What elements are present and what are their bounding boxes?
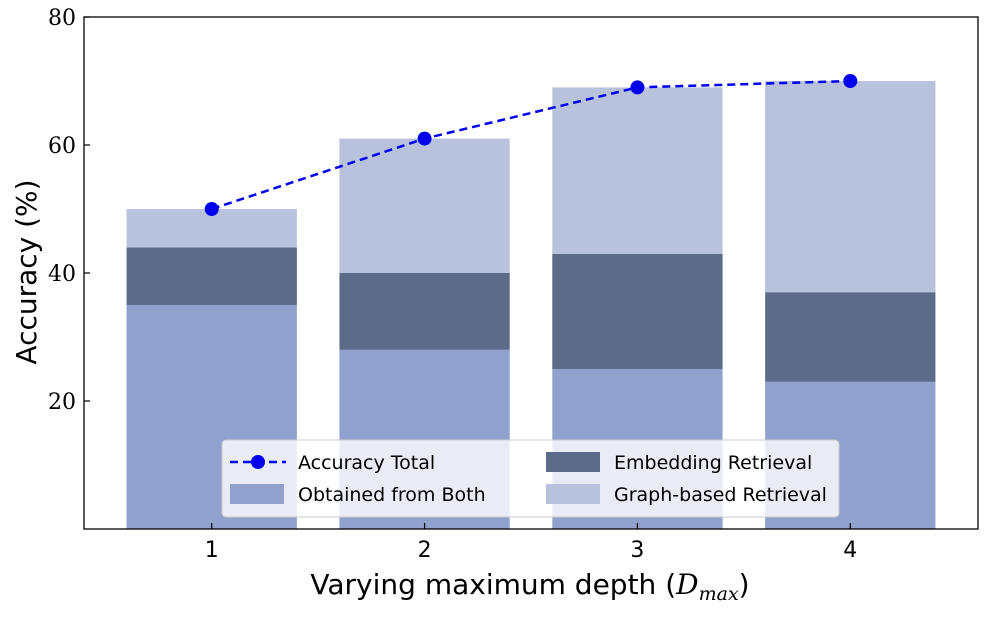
- x-axis-title-prefix: Varying maximum depth (: [310, 568, 676, 601]
- legend-label-accuracy-total: Accuracy Total: [298, 452, 435, 474]
- accuracy-total-line: [211, 79, 851, 211]
- legend-frame: [221, 439, 840, 518]
- bar-embedding-retrieval-2: [339, 273, 510, 350]
- bar-embedding-retrieval-4: [765, 292, 936, 382]
- legend-swatch-embedding: [546, 452, 600, 472]
- axes-group: 20 40 60 80 1 2 3 4: [48, 6, 979, 563]
- legend: Accuracy Total Embedding Retrieval Obtai…: [221, 439, 840, 518]
- x-tick-label-3: 3: [630, 538, 644, 563]
- x-axis-title: Varying maximum depth (Dmax): [310, 568, 749, 605]
- legend-label-graph-based-retrieval: Graph-based Retrieval: [614, 484, 827, 506]
- legend-swatch-both: [230, 484, 284, 504]
- x-tick-label-1: 1: [205, 538, 219, 563]
- accuracy-point-2: [417, 131, 432, 146]
- y-tick-label-80: 80: [48, 6, 76, 31]
- legend-marker-swatch: [251, 455, 265, 469]
- accuracy-point-3: [630, 80, 645, 95]
- x-axis-title-symbol: D: [675, 568, 698, 601]
- bar-graph-based-retrieval-4: [765, 81, 936, 293]
- legend-swatch-graph: [546, 484, 600, 504]
- y-tick-label-60: 60: [48, 134, 76, 159]
- bar-graph-based-retrieval-3: [552, 87, 723, 254]
- legend-label-embedding-retrieval: Embedding Retrieval: [614, 452, 812, 474]
- bar-embedding-retrieval-1: [126, 247, 297, 305]
- bars-group: [126, 81, 936, 529]
- y-axis-title: Accuracy (%): [10, 179, 43, 364]
- accuracy-line-group: [204, 74, 858, 216]
- x-axis-title-suffix: ): [739, 568, 750, 601]
- y-tick-label-20: 20: [48, 390, 76, 415]
- bar-graph-based-retrieval-2: [339, 138, 510, 273]
- accuracy-point-1: [204, 202, 219, 216]
- legend-label-obtained-from-both: Obtained from Both: [298, 484, 486, 506]
- bar-embedding-retrieval-3: [552, 253, 723, 369]
- x-axis-title-subscript: max: [699, 583, 739, 605]
- x-tick-label-4: 4: [843, 538, 857, 563]
- accuracy-point-4: [843, 74, 858, 88]
- x-tick-label-2: 2: [418, 538, 432, 563]
- y-tick-label-40: 40: [48, 262, 76, 287]
